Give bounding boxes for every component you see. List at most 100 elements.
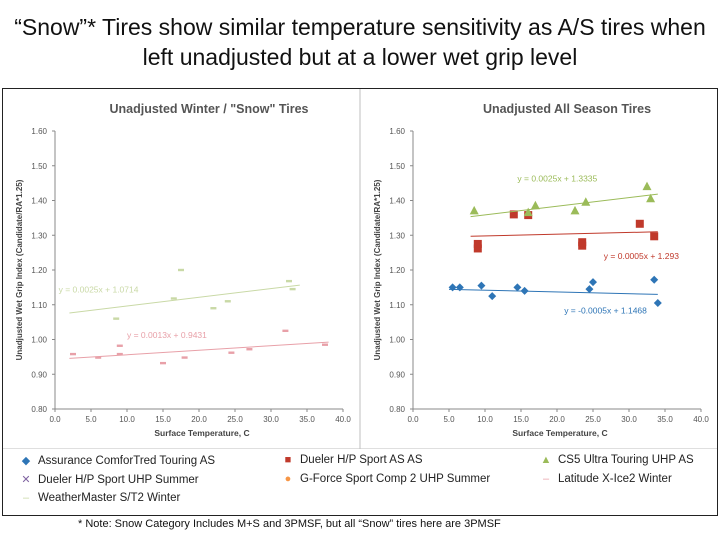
legend: ◆ Assurance ComforTred Touring AS ■ Duel…: [10, 452, 710, 510]
y-tick-label: 1.10: [389, 301, 405, 310]
data-point-square: [509, 210, 518, 219]
legend-item-dueler-uhp: ✕ Dueler H/P Sport UHP Summer: [20, 473, 198, 487]
legend-item-weathermaster: – WeatherMaster S/T2 Winter: [20, 492, 180, 504]
data-point-dash: [228, 351, 235, 354]
x-tick-label: 30.0: [621, 415, 637, 424]
x-tick-label: 40.0: [693, 415, 709, 424]
y-tick-label: 1.00: [389, 336, 405, 345]
legend-marker-icon: –: [22, 492, 30, 504]
y-tick-label: 1.60: [31, 127, 47, 136]
data-point-dash: [289, 287, 296, 291]
trendline-equation: y = 0.0025x + 1.0714: [59, 285, 139, 295]
data-point-square: [578, 238, 587, 247]
y-tick-label: 1.00: [31, 336, 47, 345]
x-axis-label: Surface Temperature, C: [512, 428, 607, 438]
data-point-dash: [113, 317, 120, 320]
y-tick-label: 0.90: [389, 370, 405, 379]
data-point-dash: [224, 300, 231, 303]
trendline: [69, 341, 329, 359]
data-point-dash: [210, 307, 217, 310]
x-tick-label: 15.0: [513, 415, 529, 424]
data-point-square: [473, 239, 482, 248]
x-tick-label: 40.0: [335, 415, 351, 424]
data-point-triangle: [530, 200, 540, 210]
legend-item-gforce: ● G-Force Sport Comp 2 UHP Summer: [282, 473, 491, 485]
data-point-diamond: [448, 283, 457, 292]
data-point-diamond: [455, 283, 464, 292]
data-point-dash: [160, 361, 166, 365]
data-point-triangle: [570, 205, 580, 215]
data-point-square: [635, 219, 644, 228]
data-point-dash: [116, 352, 123, 356]
data-point-triangle: [523, 207, 533, 217]
charts-svg: Unadjusted Winter / "Snow" Tires 0.80 0.90…: [3, 89, 717, 450]
data-point-dash: [286, 279, 292, 283]
legend-marker-icon: ✕: [21, 474, 31, 486]
data-point-diamond: [513, 283, 522, 292]
data-point-triangle: [646, 193, 656, 203]
data-point-diamond: [653, 299, 662, 308]
y-tick-label: 1.60: [389, 127, 405, 136]
x-tick-label: 15.0: [155, 415, 171, 424]
y-tick-label: 0.90: [31, 370, 47, 379]
chart-frame: Unadjusted Winter / "Snow" Tires 0.80 0.90…: [2, 88, 718, 516]
legend-label: Dueler H/P Sport AS AS: [300, 454, 423, 466]
x-tick-label: 25.0: [585, 415, 601, 424]
x-tick-label: 30.0: [263, 415, 279, 424]
slide-title: “Snow”* Tires show similar temperature s…: [14, 14, 706, 70]
trendline-equation: y = 0.0013x + 0.9431: [127, 330, 207, 340]
data-point-dash: [178, 268, 184, 272]
y-tick-label: 1.50: [31, 162, 47, 171]
trendline: [470, 193, 658, 218]
footnote: * Note: Snow Category Includes M+S and 3…: [78, 518, 501, 530]
x-tick-label: 10.0: [477, 415, 493, 424]
x-tick-label: 10.0: [119, 415, 135, 424]
trendline: [470, 231, 658, 237]
data-point-diamond: [589, 278, 597, 287]
data-point-diamond: [650, 275, 659, 284]
data-point-dash: [170, 297, 177, 300]
legend-marker-icon: ▲: [540, 454, 552, 466]
x-tick-label: 0.0: [49, 415, 61, 424]
data-point-diamond: [488, 292, 497, 301]
data-point-triangle: [642, 181, 652, 191]
trendline-equation: y = 0.0005x + 1.293: [604, 251, 679, 261]
x-tick-label: 5.0: [85, 415, 97, 424]
y-axis-label: Unadjusted Wet Grip Index (Candidate/RA*…: [15, 179, 24, 360]
trendline: [448, 288, 658, 295]
y-axis-label: Unadjusted Wet Grip Index (Candidate/RA*…: [373, 179, 382, 360]
legend-label: WeatherMaster S/T2 Winter: [38, 492, 181, 504]
legend-item-assurance: ◆ Assurance ComforTred Touring AS: [20, 454, 215, 468]
x-tick-label: 5.0: [443, 415, 455, 424]
legend-marker-icon: –: [542, 473, 550, 485]
x-tick-label: 0.0: [407, 415, 419, 424]
data-point-square: [650, 232, 659, 241]
trendline-equation: y = -0.0005x + 1.1468: [564, 305, 647, 315]
y-tick-label: 1.20: [31, 266, 47, 275]
y-tick-label: 1.30: [389, 231, 405, 240]
y-tick-label: 1.30: [31, 231, 47, 240]
data-point-diamond: [585, 285, 594, 294]
data-point-dash: [116, 344, 123, 347]
x-tick-label: 20.0: [549, 415, 565, 424]
y-tick-label: 1.10: [31, 301, 47, 310]
data-point-dash: [95, 356, 102, 359]
data-point-dash: [282, 329, 289, 333]
trendline: [69, 284, 300, 314]
data-point-square: [473, 244, 482, 253]
y-tick-label: 0.80: [389, 405, 405, 414]
y-tick-label: 1.40: [389, 197, 405, 206]
y-tick-label: 1.40: [31, 197, 47, 206]
x-tick-label: 25.0: [227, 415, 243, 424]
x-tick-label: 20.0: [191, 415, 207, 424]
legend-item-dueler-as: ■ Dueler H/P Sport AS AS: [282, 454, 423, 466]
x-tick-label: 35.0: [299, 415, 315, 424]
data-point-triangle: [581, 197, 591, 206]
legend-label: G-Force Sport Comp 2 UHP Summer: [300, 473, 491, 485]
legend-label: Latitude X-Ice2 Winter: [558, 473, 672, 485]
chart-title: Unadjusted Winter / "Snow" Tires: [109, 102, 308, 116]
data-point-dash: [246, 348, 253, 351]
y-tick-label: 1.50: [389, 162, 405, 171]
data-point-triangle: [469, 205, 479, 215]
